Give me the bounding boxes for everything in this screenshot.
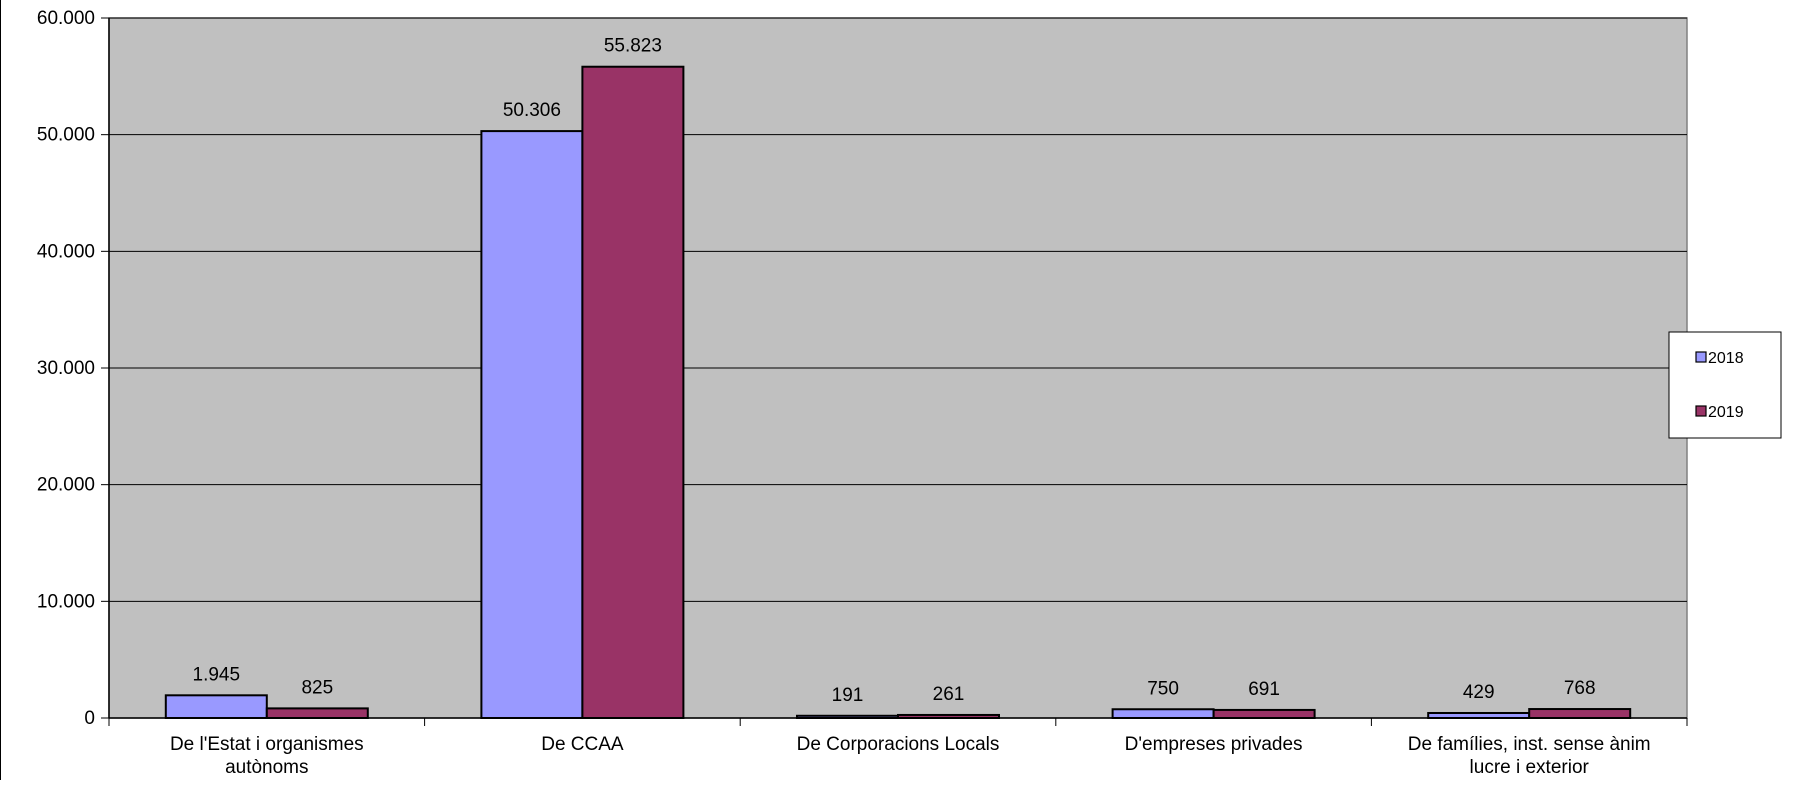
gridlines: [109, 17, 1687, 602]
category-label: De l'Estat i organismes: [170, 734, 364, 755]
data-label: 261: [933, 684, 965, 705]
y-tick-label: 40.000: [37, 241, 95, 262]
legend: 2018 2019: [1668, 331, 1782, 439]
legend-swatch: [1695, 351, 1707, 363]
data-label: 750: [1147, 678, 1179, 699]
data-label: 429: [1463, 682, 1495, 703]
y-tick-label: 20.000: [37, 475, 95, 496]
legend-swatch: [1695, 405, 1707, 417]
bars: [164, 65, 1632, 720]
axes: 0 10.000 20.000 30.000 40.000 50.000 60.000 De …: [37, 8, 1688, 778]
bar: [1212, 708, 1316, 720]
legend-label: 2018: [1708, 350, 1744, 367]
category-label: De Corporacions Locals: [797, 734, 1000, 755]
category-label: De famílies, inst. sense ànim: [1408, 734, 1651, 755]
bar: [1427, 711, 1531, 719]
bar: [480, 130, 584, 719]
bar: [164, 694, 268, 720]
category-label: D'empreses privades: [1125, 734, 1303, 755]
y-tick-label: 0: [84, 708, 95, 729]
y-tick-label: 50.000: [37, 125, 95, 146]
category-label: lucre i exterior: [1470, 757, 1590, 778]
y-tick-label: 10.000: [37, 591, 95, 612]
y-tick-label: 60.000: [37, 8, 95, 29]
bar: [1111, 708, 1215, 719]
data-labels: 1.945 825 50.306 55.823 191 261 750 691 429 768: [193, 36, 1596, 706]
data-label: 825: [301, 677, 333, 698]
category-label: De CCAA: [541, 734, 624, 755]
legend-box: [1668, 331, 1782, 439]
y-tick-label: 30.000: [37, 358, 95, 379]
data-label: 50.306: [503, 100, 561, 121]
bar: [265, 707, 369, 719]
data-label: 191: [832, 685, 864, 706]
category-label: autònoms: [225, 757, 308, 778]
data-label: 768: [1564, 678, 1596, 699]
bar: [1528, 708, 1632, 719]
data-label: 55.823: [604, 36, 662, 57]
bar: [581, 65, 685, 719]
legend-label: 2019: [1708, 404, 1744, 421]
data-label: 691: [1248, 679, 1280, 700]
data-label: 1.945: [193, 664, 241, 685]
